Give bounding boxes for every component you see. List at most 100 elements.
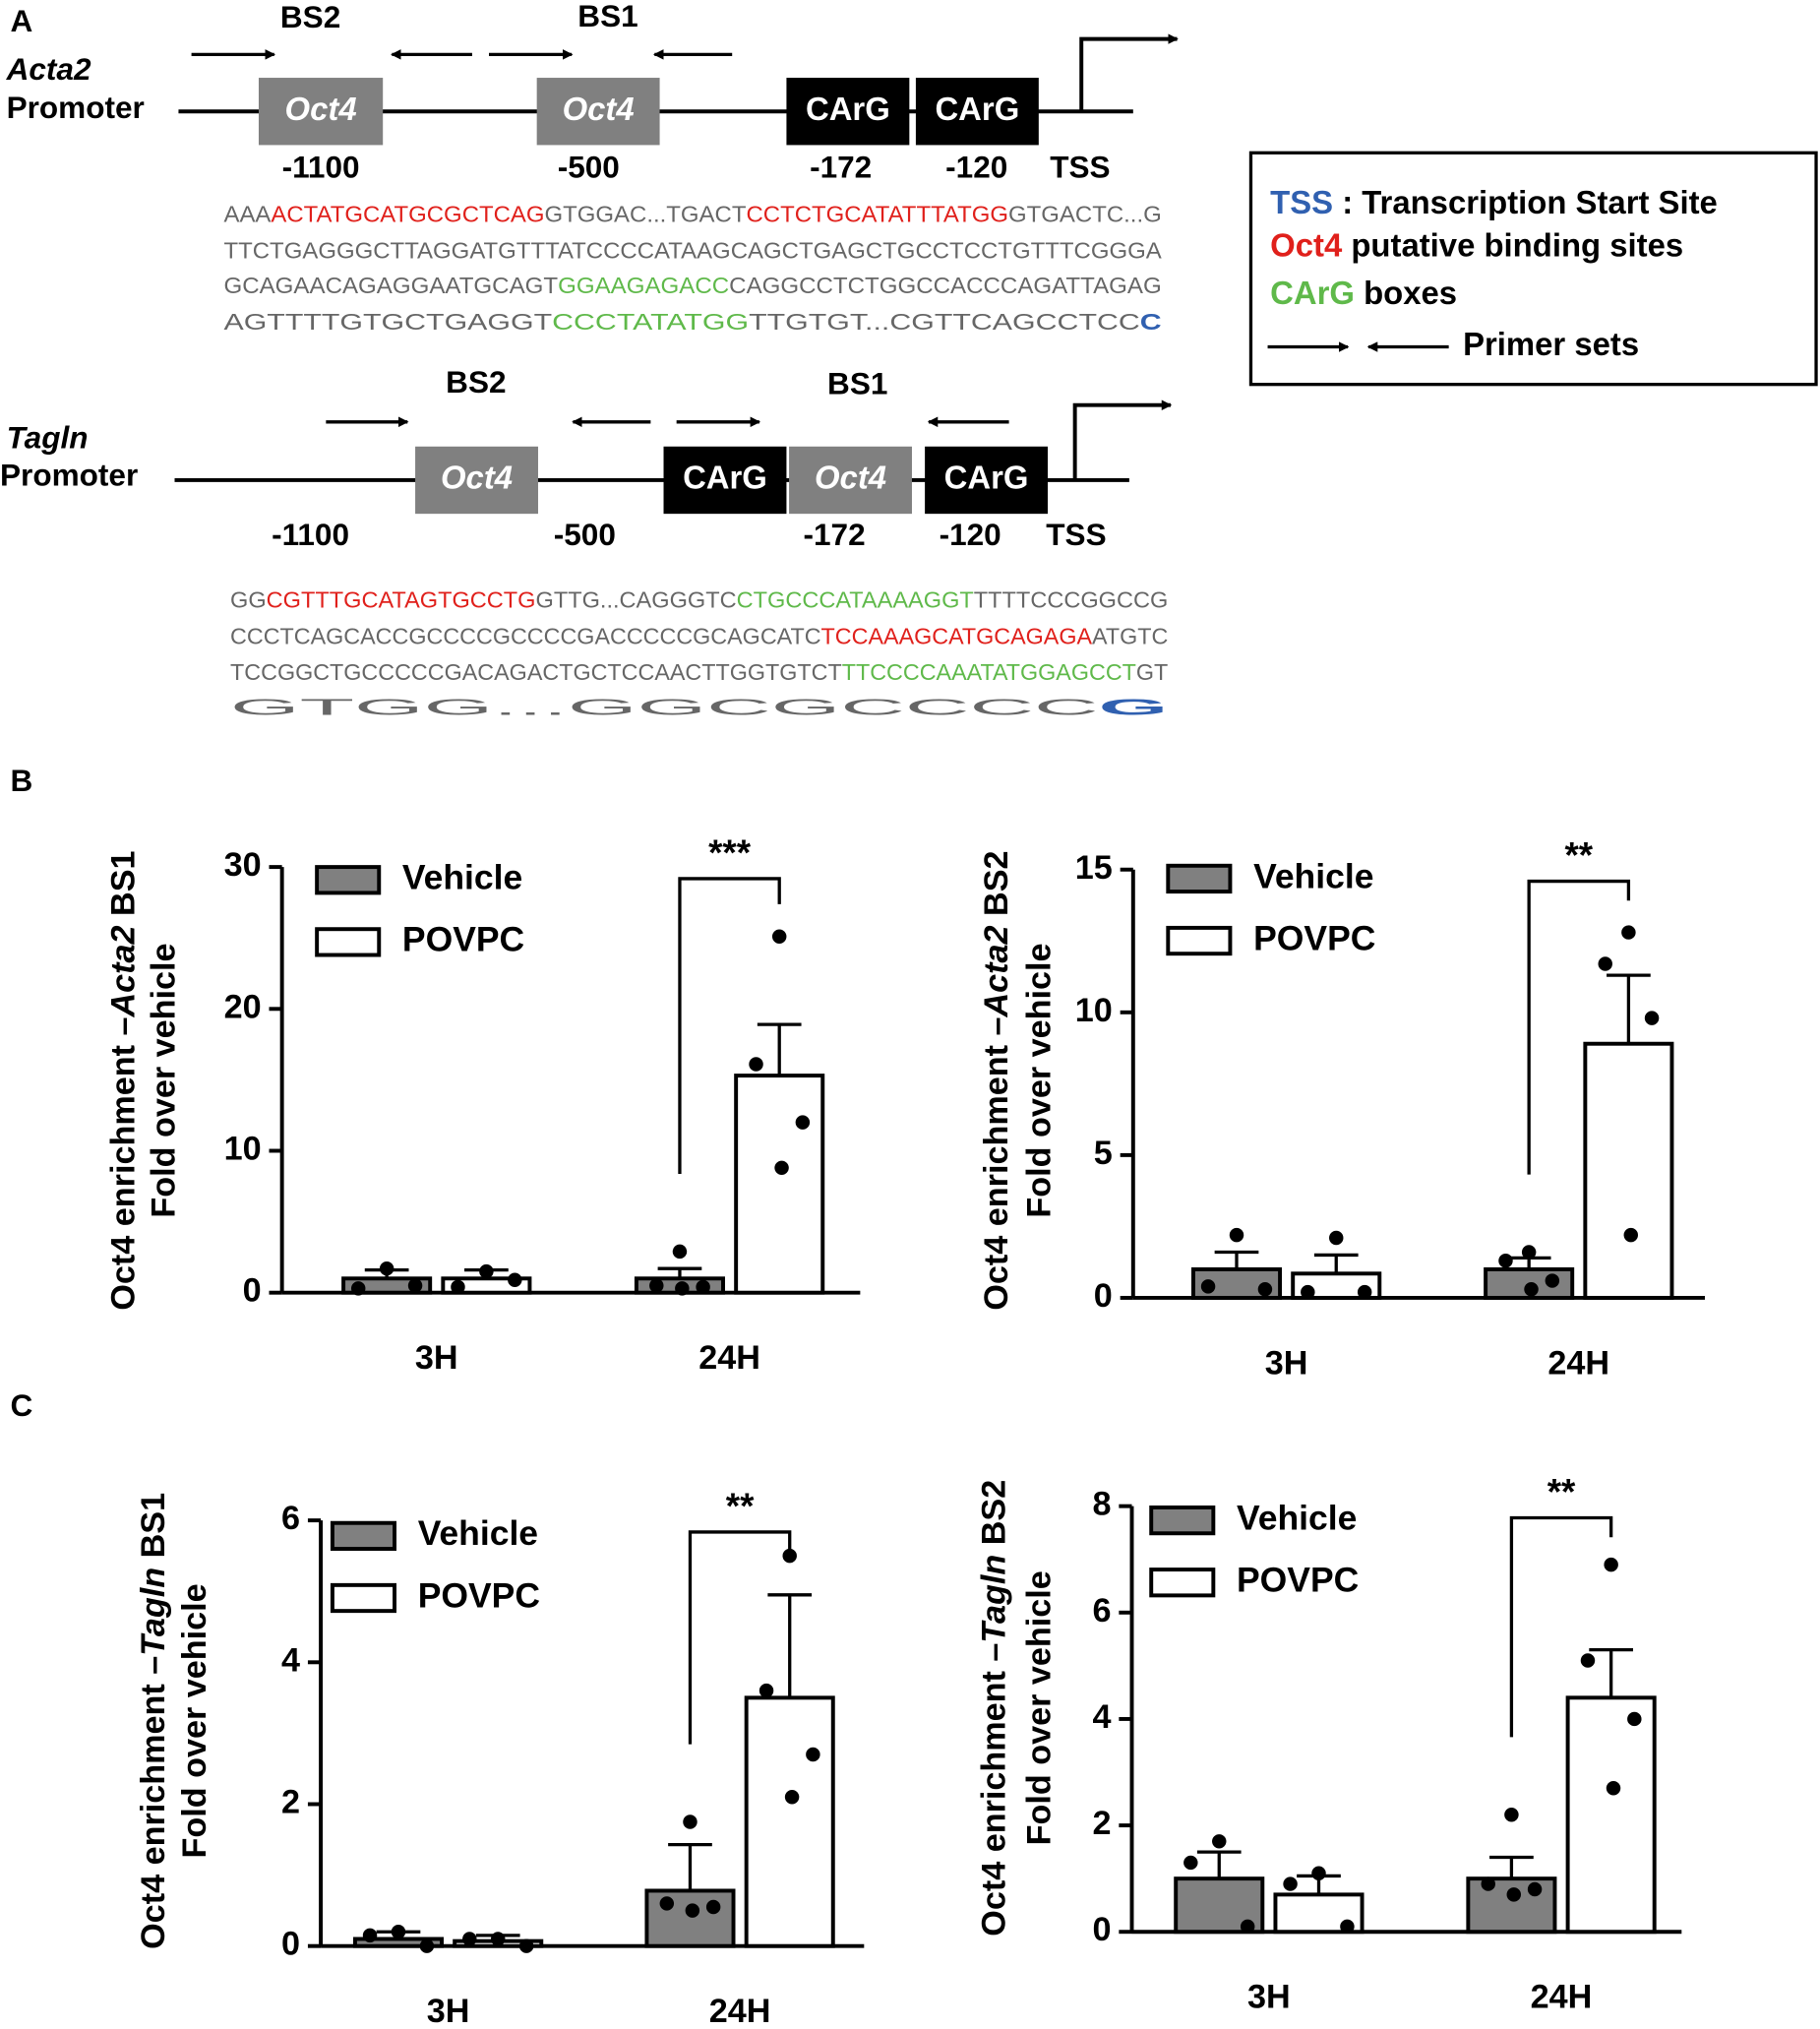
legend-label: Vehicle xyxy=(1237,1498,1357,1537)
site-box xyxy=(915,78,1039,146)
position-label: -172 xyxy=(804,517,866,552)
sequence-segment: CCCTCAGCACCGCCCCGCCCCGACCCCCGCAGCATC xyxy=(230,623,821,648)
site-box xyxy=(415,446,538,515)
bar xyxy=(744,1695,835,1948)
y-tick-label: 0 xyxy=(243,1272,262,1310)
data-point xyxy=(1240,1919,1255,1935)
data-point xyxy=(685,1903,700,1918)
data-point xyxy=(419,1938,435,1953)
y-axis-label-part: Oct4 enrichment – xyxy=(105,1017,143,1311)
data-point xyxy=(683,1814,698,1829)
data-point xyxy=(649,1278,664,1293)
error-bar xyxy=(767,1593,813,1698)
data-point xyxy=(1527,1881,1543,1897)
error-bar xyxy=(1313,1253,1359,1274)
x-tick-label: 3H xyxy=(1247,1979,1291,2016)
significance-label: ** xyxy=(726,1486,755,1526)
sequence-segment: CCTCTGCATATTTATGG xyxy=(746,202,1008,227)
legend-label: POVPC xyxy=(1237,1561,1359,1600)
data-point xyxy=(659,1896,675,1911)
tss-arrow xyxy=(1079,33,1179,112)
y-axis-label: Fold over vehicle xyxy=(145,943,182,1217)
y-tick-label: 2 xyxy=(281,1784,300,1821)
sequence-line: AAA ACTATGCATGCGCTCAG GTGGAC...TGACT CCTCTG… xyxy=(223,202,1161,227)
y-axis-label: Fold over vehicle xyxy=(1020,1570,1058,1845)
site-box xyxy=(663,446,787,515)
data-point xyxy=(1545,1273,1560,1288)
legend-text: putative binding sites xyxy=(1342,226,1683,263)
sequence-segment: GTGACTC...G xyxy=(1008,202,1162,227)
binding-site-label: BS1 xyxy=(827,365,887,400)
sequence-segment: GGAAGAGACC xyxy=(558,273,729,298)
data-point xyxy=(518,1938,534,1953)
position-label: TSS xyxy=(1046,517,1106,552)
position-label: -120 xyxy=(945,150,1007,185)
significance-label: ** xyxy=(1547,1472,1576,1512)
data-point xyxy=(362,1928,378,1943)
y-axis-label-part: BS1 xyxy=(105,850,143,925)
x-tick-label: 24H xyxy=(1547,1344,1609,1382)
data-point xyxy=(1340,1919,1355,1935)
data-point xyxy=(1283,1876,1298,1891)
site-box-label: CArG xyxy=(683,460,767,496)
y-tick-label: 10 xyxy=(1075,992,1113,1029)
position-label: -500 xyxy=(558,150,620,185)
sequence-segment: AAA xyxy=(223,202,272,227)
legend-box xyxy=(1248,151,1818,387)
position-label: -120 xyxy=(940,517,1001,552)
data-point xyxy=(749,1057,763,1072)
legend-label: Vehicle xyxy=(1253,856,1373,895)
sequence-segment: TCCGGCTGCCCCCGACAGACTGCTCCAACTTGGTGTCT xyxy=(230,659,842,685)
y-axis-label: Oct4 enrichment –Tagln BS1 xyxy=(135,1493,172,1949)
sequence-segment: ATGTC xyxy=(1092,623,1168,648)
site-box xyxy=(786,78,910,146)
data-point xyxy=(1504,1808,1519,1822)
legend-swatch xyxy=(330,1582,397,1614)
sequence-segment: ACTATGCATGCGCTCAG xyxy=(271,202,544,227)
y-axis-label-part: BS1 xyxy=(135,1493,172,1568)
bar xyxy=(644,1888,736,1948)
legend-swatch xyxy=(1166,863,1233,894)
data-point xyxy=(462,1932,477,1946)
data-point xyxy=(508,1272,522,1287)
site-box xyxy=(925,446,1049,515)
sequence-line: TTCTGAGGGCTTAGGATGTTTATCCCCATAAGCAGCTGAG… xyxy=(223,238,1162,264)
legend-key: TSS xyxy=(1270,184,1333,220)
site-box xyxy=(258,78,384,146)
site-box-label: CArG xyxy=(806,91,890,127)
data-point xyxy=(479,1263,494,1279)
data-point xyxy=(806,1747,820,1762)
sequence-segment: G xyxy=(1099,695,1169,720)
error-bar xyxy=(1214,1250,1259,1269)
bar xyxy=(1565,1695,1657,1935)
panel-label: A xyxy=(11,3,33,38)
y-tick-label: 15 xyxy=(1075,849,1113,887)
data-point xyxy=(774,1160,789,1176)
error-bar xyxy=(1489,1855,1534,1879)
y-tick-label: 8 xyxy=(1092,1486,1111,1523)
legend-label: POVPC xyxy=(418,1575,540,1615)
legend-swatch xyxy=(330,1520,397,1552)
x-tick-label: 3H xyxy=(427,1993,470,2029)
y-axis-label-part: BS2 xyxy=(975,1480,1012,1555)
data-point xyxy=(490,1932,506,1946)
sequence-segment: GT xyxy=(1136,659,1168,685)
gene-name: Acta2 xyxy=(6,51,91,87)
data-point xyxy=(1183,1855,1198,1871)
site-box xyxy=(789,446,912,515)
significance-label: ** xyxy=(1564,835,1593,876)
y-axis-label-part: Oct4 enrichment – xyxy=(975,1643,1012,1937)
y-tick-label: 5 xyxy=(1094,1135,1113,1172)
site-box-label: Oct4 xyxy=(441,460,513,496)
error-bar xyxy=(1589,1648,1634,1698)
data-point xyxy=(1598,956,1612,971)
data-point xyxy=(1212,1834,1227,1849)
data-point xyxy=(1521,1245,1537,1260)
sequence-segment: CAGGCCTCTGGCCACCCAGATTAGAG xyxy=(729,273,1162,298)
legend-text: boxes xyxy=(1355,275,1457,311)
y-tick-label: 4 xyxy=(1092,1698,1111,1736)
data-point xyxy=(1506,1887,1522,1902)
tss-arrow xyxy=(1072,400,1173,480)
legend-text: : Transcription Start Site xyxy=(1333,184,1718,220)
data-point xyxy=(1606,1781,1621,1796)
